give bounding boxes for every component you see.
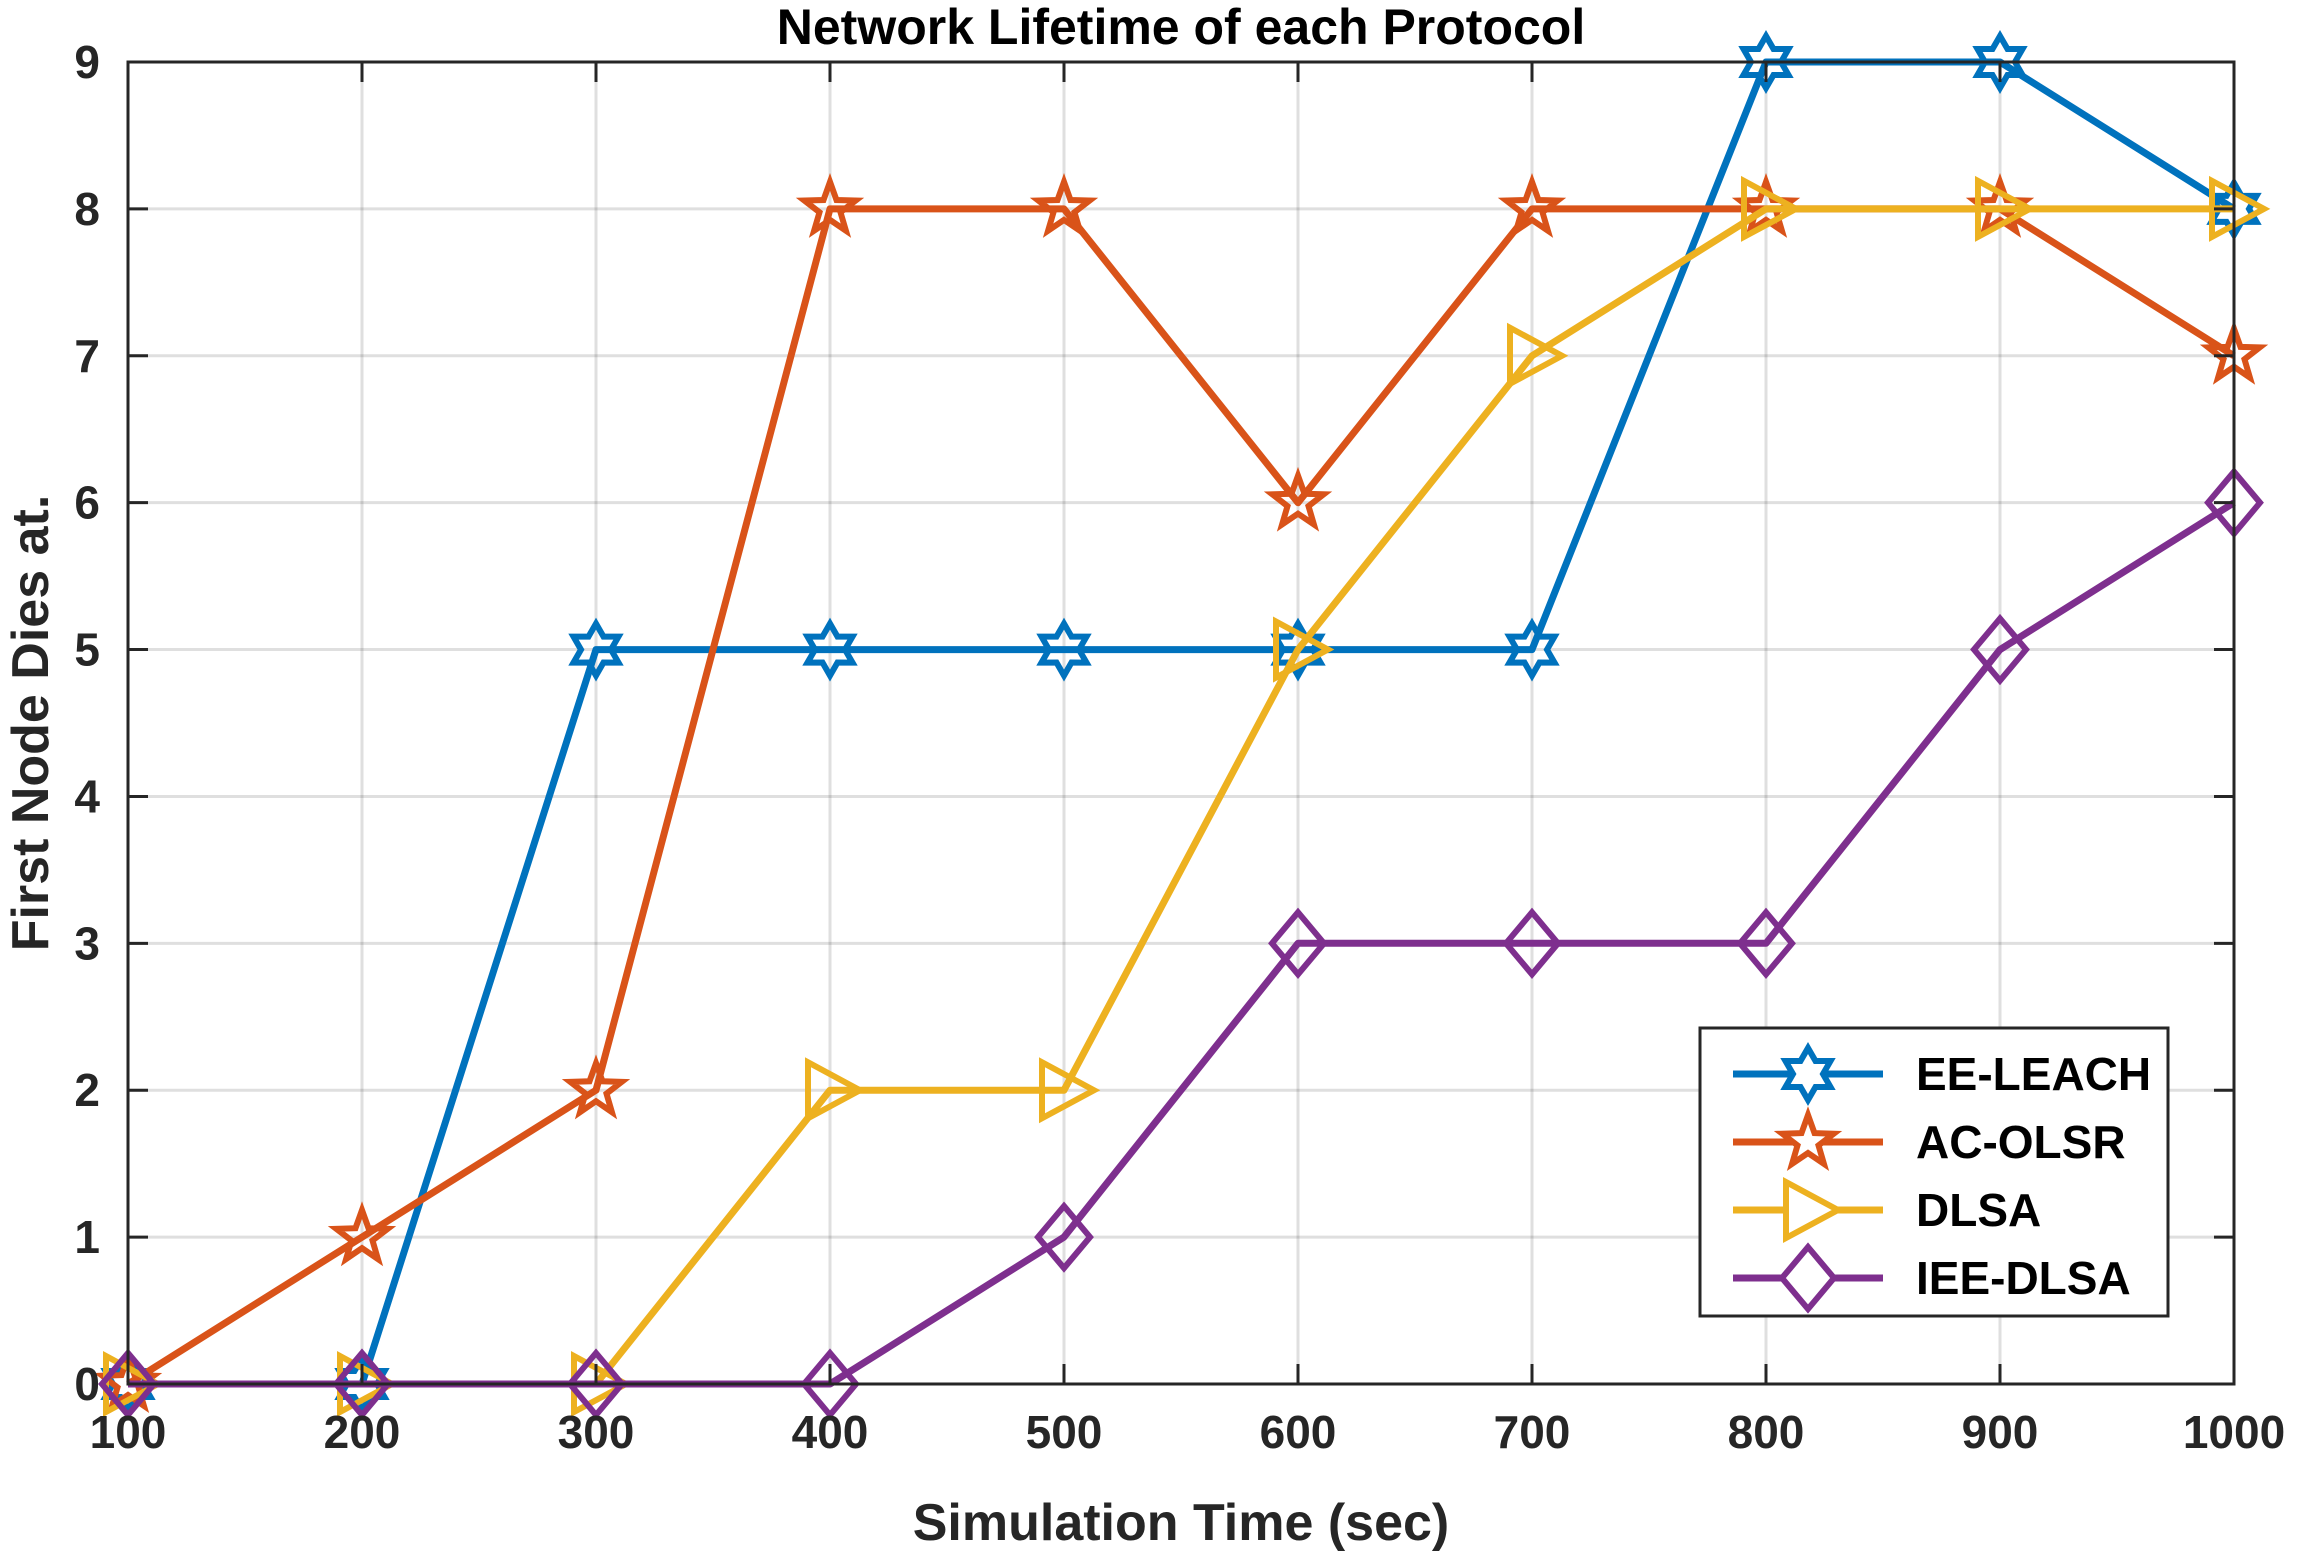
y-tick-label: 4	[74, 770, 100, 822]
data-point-iee-dlsa	[800, 1348, 860, 1420]
legend-item-iee-dlsa: IEE-DLSA	[1733, 1242, 2131, 1314]
data-point-ee-leach	[568, 617, 624, 682]
legend-swatch-marker	[1783, 1176, 1845, 1244]
data-point-ee-leach	[1504, 617, 1560, 682]
x-tick-label: 200	[324, 1406, 401, 1458]
legend: EE-LEACH AC-OLSR DLSA IEE-DLSA	[1698, 1026, 2170, 1318]
x-tick-label: 700	[1494, 1406, 1571, 1458]
x-tick-label: 800	[1728, 1406, 1805, 1458]
y-tick-label: 3	[74, 917, 100, 969]
axis-ticks	[126, 60, 2236, 1386]
data-point-ac-olsr	[1263, 466, 1333, 532]
legend-swatch-marker	[1778, 1242, 1838, 1314]
x-tick-label: 100	[90, 1406, 167, 1458]
legend-item-ee-leach: EE-LEACH	[1733, 1041, 2151, 1107]
data-point-dlsa	[1507, 322, 1569, 389]
data-point-iee-dlsa	[1268, 907, 1328, 980]
tick-labels: 100 200 300 400 500 600 700 800 900 1000 0 1 2 3 4 5 6 7 8…	[74, 36, 2285, 1458]
y-tick-label: 9	[74, 36, 100, 88]
legend-label: DLSA	[1916, 1184, 2041, 1236]
y-tick-label: 2	[74, 1064, 100, 1116]
data-point-ac-olsr	[1497, 173, 1567, 238]
plot-frame	[126, 60, 2236, 1386]
legend-swatch-marker	[1773, 1106, 1843, 1171]
data-point-iee-dlsa	[332, 1348, 392, 1420]
legend-items: EE-LEACH AC-OLSR DLSA IEE-DLSA	[1733, 1041, 2151, 1314]
data-point-iee-dlsa	[1502, 907, 1562, 980]
y-tick-label: 1	[74, 1211, 100, 1263]
data-point-dlsa	[1975, 175, 2037, 242]
y-tick-label: 6	[74, 477, 100, 529]
data-point-ac-olsr	[561, 1054, 631, 1120]
data-point-dlsa	[1039, 1057, 1101, 1124]
data-point-iee-dlsa	[1736, 907, 1796, 980]
data-point-dlsa	[805, 1057, 867, 1124]
data-point-dlsa	[1741, 175, 1803, 242]
data-point-ee-leach	[1972, 29, 2028, 95]
data-point-iee-dlsa	[566, 1348, 626, 1420]
data-point-ee-leach	[1036, 617, 1092, 682]
x-tick-label: 400	[792, 1406, 869, 1458]
data-point-iee-dlsa	[1034, 1201, 1094, 1273]
x-tick-label: 500	[1026, 1406, 1103, 1458]
x-tick-label: 300	[558, 1406, 635, 1458]
legend-label: AC-OLSR	[1916, 1116, 2126, 1168]
y-tick-label: 8	[74, 183, 100, 235]
y-tick-label: 0	[74, 1358, 100, 1410]
data-point-dlsa	[1273, 616, 1335, 683]
legend-label: EE-LEACH	[1916, 1048, 2151, 1100]
legend-item-ac-olsr: AC-OLSR	[1733, 1106, 2126, 1171]
data-point-ee-leach	[1738, 29, 1794, 95]
x-tick-label: 600	[1260, 1406, 1337, 1458]
data-point-dlsa	[103, 1350, 165, 1418]
legend-swatch-marker	[1780, 1041, 1836, 1107]
data-point-ac-olsr	[795, 173, 865, 238]
y-axis-title: First Node Dies at.	[2, 495, 60, 952]
data-point-dlsa	[2209, 175, 2271, 242]
legend-box	[1698, 1026, 2170, 1318]
chart-title: Network Lifetime of each Protocol	[777, 0, 1585, 55]
x-tick-label: 1000	[2183, 1406, 2285, 1458]
data-point-iee-dlsa	[1970, 613, 2030, 686]
data-point-ac-olsr	[1029, 173, 1099, 238]
legend-item-dlsa: DLSA	[1733, 1176, 2041, 1244]
y-tick-label: 5	[74, 624, 100, 676]
x-tick-label: 900	[1962, 1406, 2039, 1458]
legend-label: IEE-DLSA	[1916, 1252, 2131, 1304]
data-point-ac-olsr	[327, 1201, 397, 1267]
x-axis-title: Simulation Time (sec)	[913, 1494, 1450, 1552]
data-point-iee-dlsa	[98, 1348, 158, 1420]
data-point-ee-leach	[802, 617, 858, 682]
y-tick-label: 7	[74, 330, 100, 382]
